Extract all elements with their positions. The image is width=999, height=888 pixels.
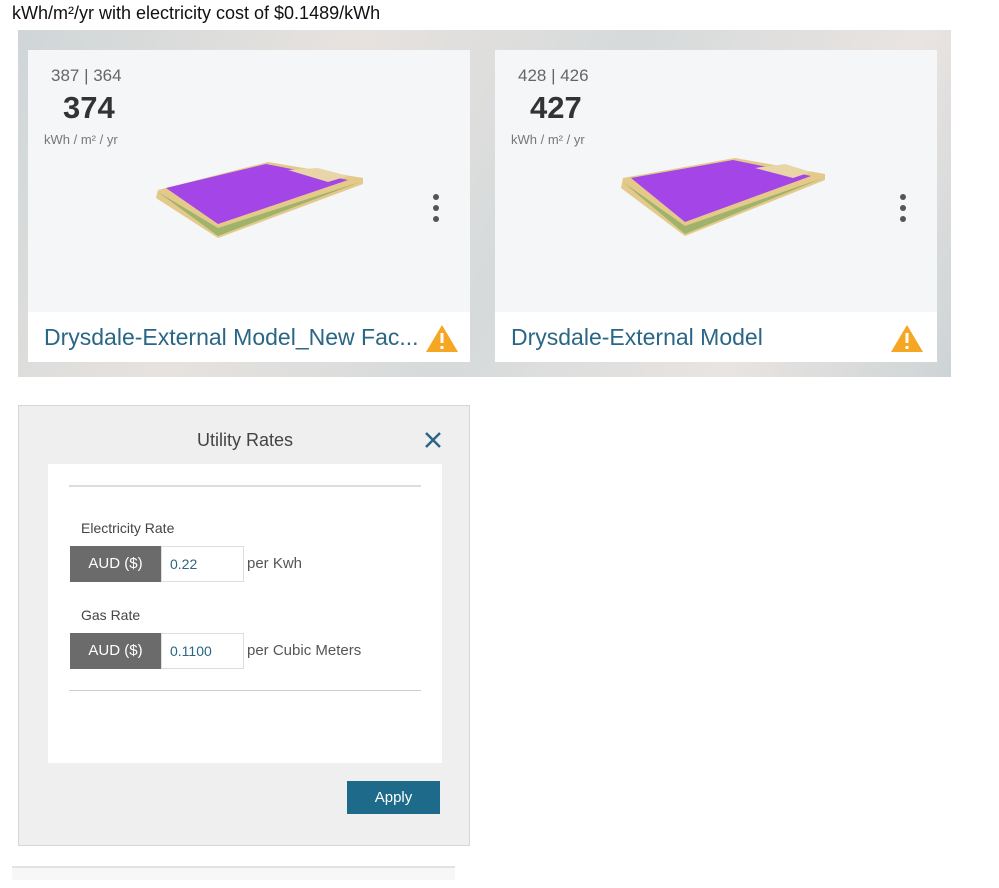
range: 387 | 364 [51, 66, 122, 85]
apply-button[interactable]: Apply [347, 781, 440, 814]
dialog-body: Electricity Rate AUD ($) 0.22 per Kwh Ga… [48, 464, 442, 763]
building-thumbnail [156, 162, 363, 238]
building-thumbnail [621, 158, 825, 236]
rate-unit: per Kwh [247, 555, 303, 572]
model-card[interactable]: 428 | 426 427 kWh / m² / yr Drysdale-Ext… [495, 50, 937, 362]
rate-input[interactable]: 0.1100 [161, 633, 244, 669]
warning-icon [426, 325, 458, 352]
unit: kWh / m² / yr [511, 132, 585, 147]
kebab-menu[interactable] [897, 192, 909, 226]
divider [69, 690, 421, 691]
model-name[interactable]: Drysdale-External Model_New Fac... [44, 324, 419, 350]
warning-icon [891, 325, 923, 352]
card-footer [28, 312, 470, 362]
caption: kWh/m²/yr with electricity cost of $0.14… [12, 3, 381, 23]
eui-value: 427 [530, 90, 582, 125]
rate-unit: per Cubic Meters [247, 642, 362, 659]
close-button[interactable] [424, 431, 442, 449]
eui-value: 374 [63, 90, 115, 125]
field-label: Gas Rate [81, 607, 141, 623]
next-panel-edge [12, 866, 455, 880]
currency-selector[interactable]: AUD ($) [70, 546, 161, 582]
card-footer [495, 312, 937, 362]
rate-input[interactable]: 0.22 [161, 546, 244, 582]
model-card[interactable]: 387 | 364 374 kWh / m² / yr Drysdale-Ext… [28, 50, 470, 362]
dialog-title: Utility Rates [196, 430, 294, 450]
kebab-menu[interactable] [430, 192, 442, 226]
model-name[interactable]: Drysdale-External Model [511, 324, 763, 350]
utility-rates-dialog: Utility Rates Electricity Rate AUD ($) 0… [18, 405, 470, 846]
currency-selector[interactable]: AUD ($) [70, 633, 161, 669]
divider [69, 485, 421, 487]
unit: kWh / m² / yr [44, 132, 118, 147]
range: 428 | 426 [518, 66, 589, 85]
field-label: Electricity Rate [81, 520, 175, 536]
